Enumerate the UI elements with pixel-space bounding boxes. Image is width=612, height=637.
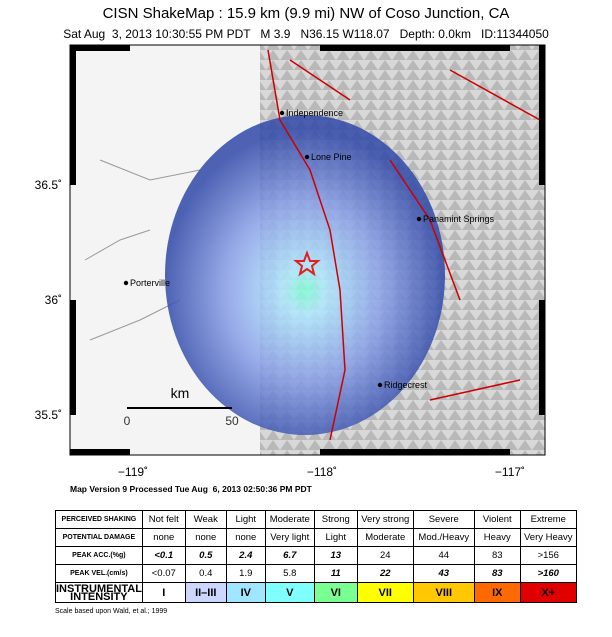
table-row: PEAK ACC.(%g) <0.1 0.5 2.4 6.7 13 24 44 83 >156 bbox=[55, 546, 577, 565]
table-cell: Extreme bbox=[519, 510, 577, 529]
table-cell: Moderate bbox=[356, 528, 414, 547]
table-cell: II–III bbox=[184, 582, 227, 603]
table-cell: 44 bbox=[412, 546, 475, 565]
table-row: INSTRUMENTAL INTENSITY I II–III IV V VI VII VII… bbox=[55, 582, 577, 603]
lon-label: −117˚ bbox=[495, 465, 525, 479]
table-cell: 0.4 bbox=[184, 564, 227, 583]
table-cell: 2.4 bbox=[225, 546, 266, 565]
table-cell: Severe bbox=[412, 510, 475, 529]
table-cell: >156 bbox=[519, 546, 577, 565]
table-cell: 22 bbox=[356, 564, 414, 583]
table-cell: <0.1 bbox=[141, 546, 186, 565]
scale-start: 0 bbox=[124, 414, 131, 428]
row-header: PEAK VEL.(cm/s) bbox=[55, 564, 143, 583]
border-band bbox=[70, 45, 76, 185]
lat-label: 35.5˚ bbox=[35, 408, 62, 422]
lat-label: 36.5˚ bbox=[35, 178, 62, 192]
table-cell: Moderate bbox=[264, 510, 315, 529]
table-cell: none bbox=[225, 528, 266, 547]
lon-label: −118˚ bbox=[307, 465, 337, 479]
place-label: Porterville bbox=[130, 278, 170, 288]
table-cell: 6.7 bbox=[264, 546, 315, 565]
scale-end: 50 bbox=[225, 414, 239, 428]
table-row: PERCEIVED SHAKING Not felt Weak Light Modera… bbox=[55, 510, 577, 529]
intensity-area bbox=[165, 115, 445, 435]
table-cell: 1.9 bbox=[225, 564, 266, 583]
row-header: INSTRUMENTAL INTENSITY bbox=[55, 582, 143, 603]
place-dot bbox=[123, 280, 129, 286]
map: Independence Lone Pine Panamint Springs Por… bbox=[35, 44, 546, 479]
table-cell: X+ bbox=[519, 582, 577, 603]
row-header: POTENTIAL DAMAGE bbox=[55, 528, 143, 547]
subtitle: Sat Aug 3, 2013 10:30:55 PM PDT M 3.9 N3… bbox=[63, 27, 549, 41]
border-band bbox=[539, 300, 545, 415]
table-cell: VII bbox=[356, 582, 414, 603]
place-dot bbox=[416, 216, 422, 222]
place-dot bbox=[304, 154, 310, 160]
border-band bbox=[70, 449, 130, 455]
place-dot bbox=[279, 110, 285, 116]
table-cell: IV bbox=[225, 582, 266, 603]
scale-unit: km bbox=[171, 385, 190, 401]
roads bbox=[84, 159, 201, 341]
title: CISN ShakeMap : 15.9 km (9.9 mi) NW of C… bbox=[102, 5, 510, 22]
table-cell: V bbox=[264, 582, 315, 603]
table-cell: 24 bbox=[356, 546, 414, 565]
place-label: Panamint Springs bbox=[423, 214, 495, 224]
place-dot bbox=[377, 382, 383, 388]
map-frame bbox=[69, 44, 546, 456]
table-cell: 43 bbox=[412, 564, 475, 583]
table-cell: 5.8 bbox=[264, 564, 315, 583]
lat-label: 36˚ bbox=[45, 293, 62, 307]
table-cell: Strong bbox=[313, 510, 358, 529]
table-row: POTENTIAL DAMAGE none none none Very light Li… bbox=[55, 528, 577, 547]
table-cell: IX bbox=[473, 582, 521, 603]
border-band bbox=[320, 449, 510, 455]
table-cell: 11 bbox=[313, 564, 358, 583]
table-cell: Very Heavy bbox=[519, 528, 577, 547]
table-cell: 83 bbox=[473, 546, 521, 565]
table-cell: I bbox=[141, 582, 186, 603]
place-label: Independence bbox=[286, 108, 343, 118]
footnote: Scale based upon Wald, et al.; 1999 bbox=[55, 608, 168, 615]
row-header: PEAK ACC.(%g) bbox=[55, 546, 143, 565]
map-version: Map Version 9 Processed Tue Aug 6, 2013 … bbox=[70, 484, 312, 494]
table-cell: Heavy bbox=[473, 528, 521, 547]
epicenter bbox=[293, 250, 321, 277]
table-cell: Mod./Heavy bbox=[412, 528, 475, 547]
table-cell: 0.5 bbox=[184, 546, 227, 565]
table-cell: VIII bbox=[412, 582, 475, 603]
table-cell: Very strong bbox=[356, 510, 414, 529]
table-cell: Violent bbox=[473, 510, 521, 529]
table-cell: Very light bbox=[264, 528, 315, 547]
table-cell: >160 bbox=[519, 564, 577, 583]
table-cell: VI bbox=[313, 582, 358, 603]
table-cell: Weak bbox=[184, 510, 227, 529]
table-cell: Not felt bbox=[141, 510, 186, 529]
faults bbox=[267, 49, 541, 441]
table-cell: 13 bbox=[313, 546, 358, 565]
table-cell: Light bbox=[313, 528, 358, 547]
table-cell: Light bbox=[225, 510, 266, 529]
place-label: Ridgecrest bbox=[384, 380, 428, 390]
table-cell: none bbox=[184, 528, 227, 547]
table-cell: <0.07 bbox=[141, 564, 186, 583]
border-band bbox=[320, 45, 510, 51]
row-header: PERCEIVED SHAKING bbox=[55, 510, 143, 529]
border-band bbox=[70, 45, 130, 51]
border bbox=[70, 45, 545, 455]
intensity-table: PERCEIVED SHAKING Not felt Weak Light Modera… bbox=[55, 510, 577, 603]
border-band bbox=[539, 45, 545, 185]
lon-label: −119˚ bbox=[118, 465, 148, 479]
place-label: Lone Pine bbox=[311, 152, 352, 162]
table-cell: 83 bbox=[473, 564, 521, 583]
table-cell: none bbox=[141, 528, 186, 547]
table-row: PEAK VEL.(cm/s) <0.07 0.4 1.9 5.8 11 22 43 83 >16… bbox=[55, 564, 577, 583]
border-band bbox=[70, 300, 76, 415]
